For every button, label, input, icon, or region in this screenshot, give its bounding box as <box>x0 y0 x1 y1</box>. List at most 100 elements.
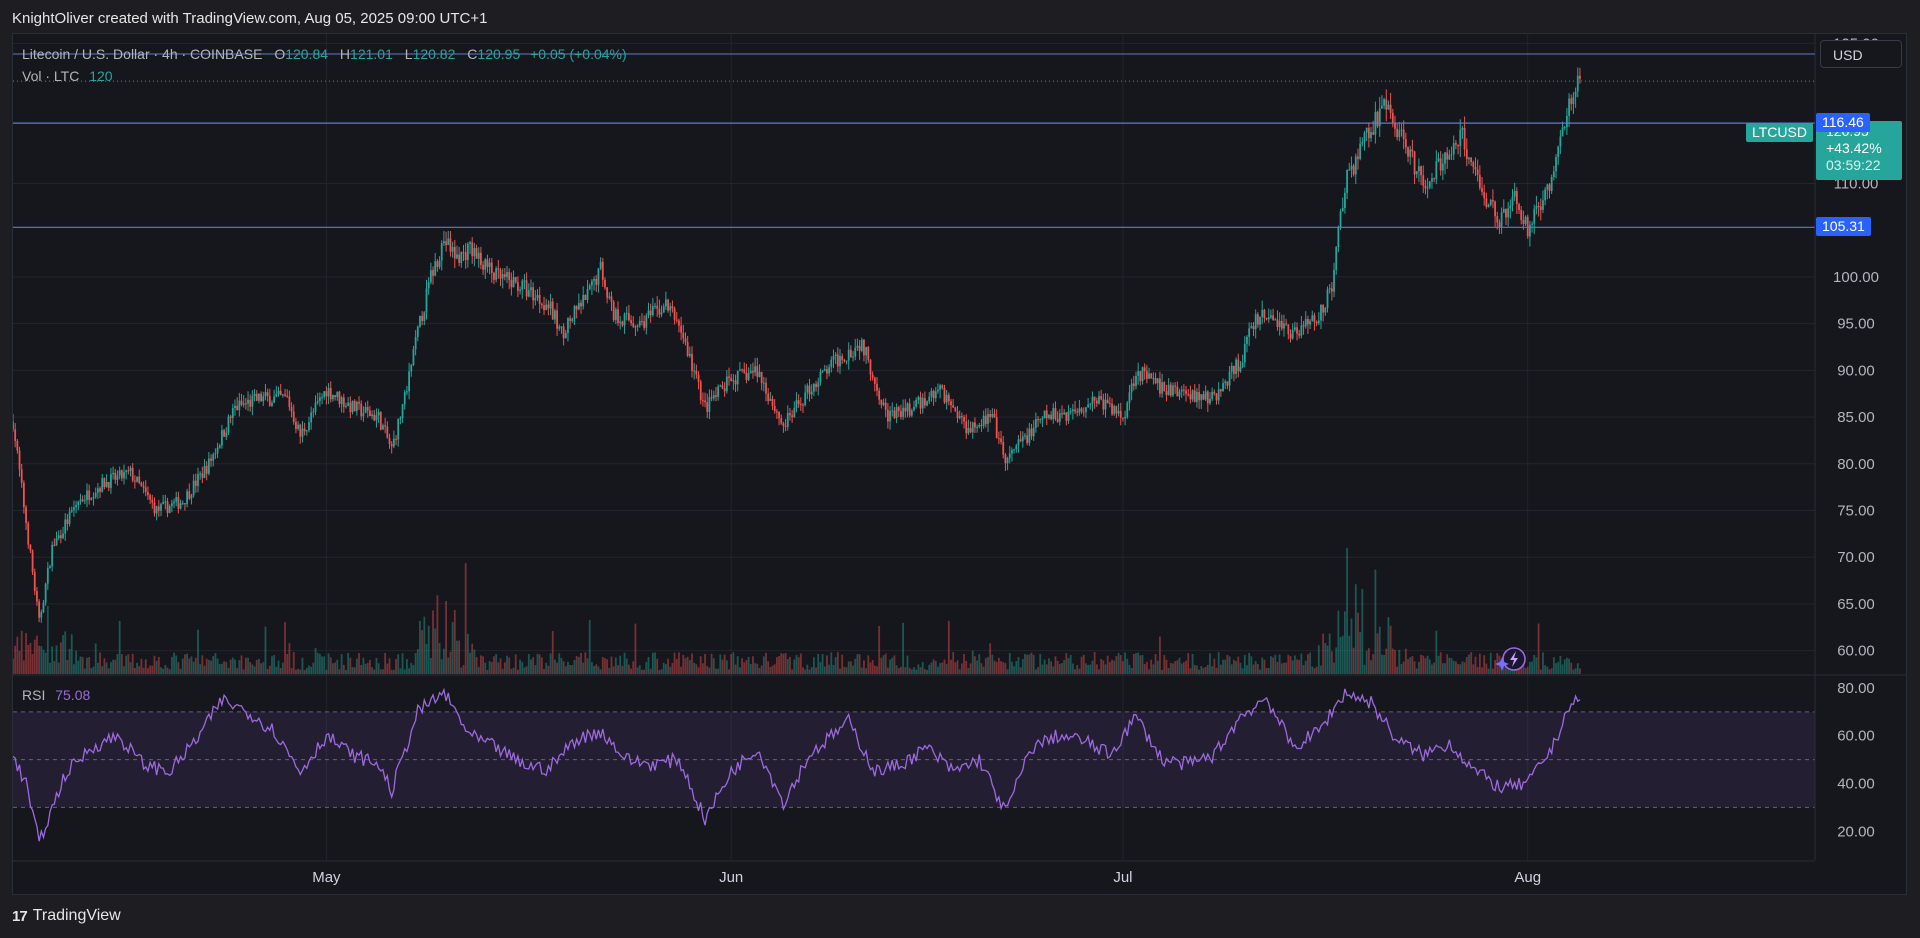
candle-body <box>904 407 907 412</box>
candle-body <box>1542 200 1544 210</box>
volume-bar <box>910 669 913 674</box>
candle-body <box>188 491 191 499</box>
currency-button[interactable]: USD <box>1820 40 1902 68</box>
candle-body <box>264 392 267 397</box>
candle-body <box>1485 198 1488 207</box>
candle-body <box>1209 398 1211 404</box>
candle-body <box>51 544 54 567</box>
candle-body <box>556 310 558 329</box>
volume-bar <box>18 650 21 674</box>
candle-body <box>821 370 824 372</box>
volume-bar <box>1250 656 1253 674</box>
candle-body <box>634 326 637 328</box>
candle-body <box>856 345 859 348</box>
volume-bar <box>342 664 345 674</box>
candle-body <box>490 262 493 273</box>
volume-bar <box>51 646 54 674</box>
date-tick-label: Jun <box>719 869 743 886</box>
candle-body <box>1431 178 1433 182</box>
candle-body <box>260 393 263 402</box>
volume-bar <box>1448 657 1451 674</box>
candle-body <box>730 377 733 382</box>
volume-bar <box>1372 654 1375 674</box>
candle-body <box>173 501 175 504</box>
candle-body <box>360 403 363 417</box>
level-tag-upper[interactable]: 116.46 <box>1816 113 1870 133</box>
volume-bar <box>675 658 678 674</box>
candle-body <box>1361 142 1364 144</box>
price-tick-label: 95.00 <box>1837 316 1875 333</box>
volume-bar <box>1548 669 1551 674</box>
horizontal-levels[interactable] <box>13 80 1815 228</box>
candle-body <box>1104 399 1107 410</box>
volume-bar <box>1189 668 1192 674</box>
volume-bar <box>410 662 413 674</box>
volume-bar <box>151 665 154 674</box>
candle-body <box>262 396 265 402</box>
candle-body <box>810 391 813 395</box>
candle-body <box>1330 288 1333 292</box>
candle-body <box>1468 157 1470 160</box>
candle-body <box>1191 390 1194 400</box>
volume-bar <box>175 655 178 674</box>
volume-bar <box>738 667 741 674</box>
volume-bar <box>397 654 400 674</box>
volume-bar <box>1098 669 1100 674</box>
candle-body <box>1365 127 1368 133</box>
candle-body <box>221 430 223 446</box>
volume-bar <box>325 669 328 674</box>
tradingview-wordmark: TradingView <box>32 907 121 924</box>
volume-bar <box>549 653 552 674</box>
volume-bar <box>1572 669 1575 674</box>
candle-body <box>1135 375 1137 387</box>
volume-bar <box>847 661 850 674</box>
level-tag-lower[interactable]: 105.31 <box>1816 217 1871 237</box>
volume-bar <box>133 667 136 674</box>
volume-bar <box>249 662 252 674</box>
candle-body <box>923 397 926 406</box>
volume-legend[interactable]: Vol · LTC 120 <box>22 68 113 84</box>
candle-body <box>580 302 582 307</box>
volume-bar <box>1485 663 1488 674</box>
candle-body <box>765 382 767 394</box>
candle-body <box>1048 414 1050 419</box>
volume-bar <box>190 656 193 674</box>
candle-body <box>1478 174 1481 188</box>
candle-body <box>336 391 339 398</box>
volume-bar <box>893 655 896 674</box>
candle-body <box>112 472 115 475</box>
volume-bar <box>1034 669 1037 674</box>
lightning-icon[interactable] <box>1495 647 1526 671</box>
candle-body <box>1222 383 1224 392</box>
volume-bar <box>466 633 469 674</box>
candle-body <box>963 417 965 422</box>
volume-bar <box>952 652 955 674</box>
candle-body <box>952 405 955 408</box>
volume-bar <box>334 662 336 674</box>
volume-bar <box>231 657 234 674</box>
candle-body <box>1261 309 1264 317</box>
symbol-legend[interactable]: Litecoin / U.S. Dollar · 4h · COINBASE O… <box>22 46 627 62</box>
candle-body <box>116 475 119 480</box>
candle-body <box>638 320 641 326</box>
volume-bar <box>839 668 841 674</box>
volume-bar <box>369 659 371 674</box>
volume-bar <box>490 662 493 674</box>
volume-bar <box>162 668 165 674</box>
candle-body <box>1139 371 1142 382</box>
candle-body <box>1091 396 1094 404</box>
candle-body <box>1520 209 1523 220</box>
tradingview-logo[interactable]: 17 TradingView <box>12 907 121 925</box>
volume-bar <box>1196 665 1198 674</box>
candle-body <box>1024 435 1026 437</box>
candle-body <box>897 407 900 412</box>
candle-body <box>101 478 104 492</box>
rsi-legend[interactable]: RSI 75.08 <box>22 687 90 703</box>
candle-body <box>1052 408 1055 420</box>
volume-bar <box>682 654 685 674</box>
candle-body <box>545 304 548 311</box>
volume-bar <box>1161 669 1164 674</box>
volume-bar <box>1476 667 1479 674</box>
volume-bar <box>725 660 728 674</box>
